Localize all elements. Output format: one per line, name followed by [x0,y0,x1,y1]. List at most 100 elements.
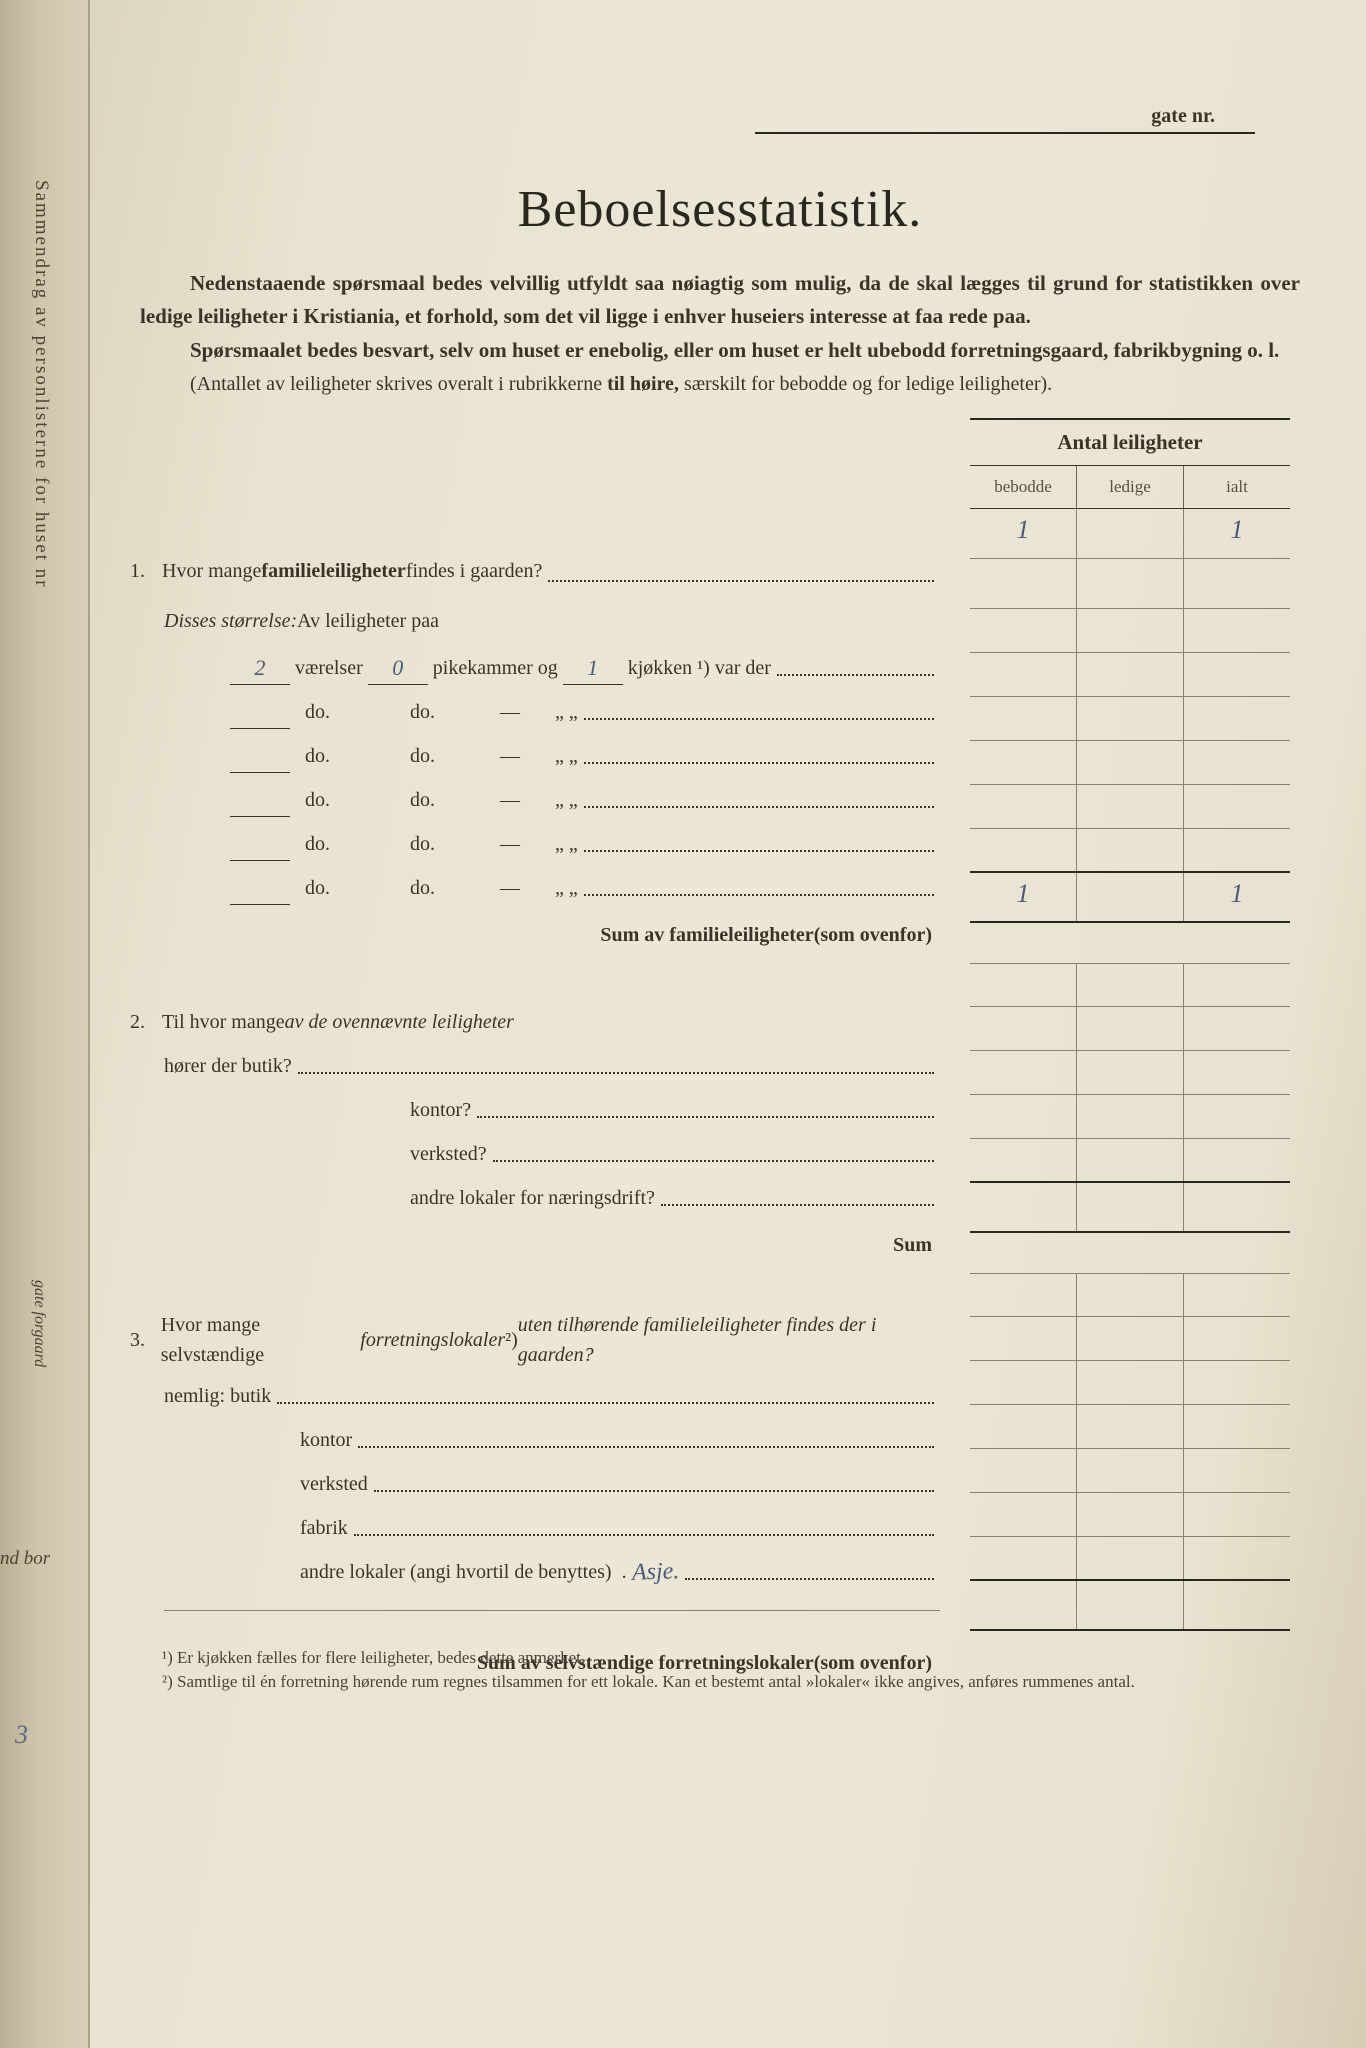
table-row [970,1537,1290,1581]
dot-leader [584,762,934,764]
dot-leader [685,1578,934,1580]
q2-text-a: Til hvor mange [162,1007,285,1037]
dash: — [500,697,520,727]
cell [970,1274,1076,1316]
table-row [970,1449,1290,1493]
blank [230,827,290,861]
q3-r3: verksted [130,1462,940,1506]
cell [970,1581,1076,1629]
blank [230,695,290,729]
dot-leader [584,806,934,808]
cell [970,1183,1076,1231]
dot-leader [548,580,934,582]
cell [1076,873,1183,921]
do: do. [410,741,435,771]
side-cut-text: nd bor [0,1548,50,1570]
q1-sum-paren: (som ovenfor) [814,920,932,950]
side-handwritten-number: 3 [15,1720,28,1750]
q3-line: 3. Hvor mange selvstændige forretningslo… [130,1310,940,1374]
cell [1076,1095,1183,1138]
dot-leader [661,1204,934,1206]
q1-do-line: do. do. — „ „ [130,822,940,866]
table-row [970,1405,1290,1449]
blank [230,739,290,773]
cell [1183,697,1290,740]
ditto: „ „ [555,829,578,859]
document-content: gate nr. Beboelsesstatistik. Nedenstaaen… [130,105,1310,418]
footnote-2: ²) Samtlige til én forretning hørende ru… [162,1670,1242,1695]
cell [1076,964,1183,1006]
q1-text-c: findes i gaarden? [406,556,543,586]
cell [1076,1537,1183,1579]
cell [970,1537,1076,1579]
dash: — [500,829,520,859]
cell [1183,785,1290,828]
q1-do-line: do. do. — „ „ [130,778,940,822]
cell [1183,1581,1290,1629]
table-row [970,963,1290,1007]
dot-leader [777,674,934,676]
blank [230,783,290,817]
do: do. [410,873,435,903]
dot-leader [374,1490,934,1492]
do: do. [305,741,330,771]
table-data: 11 11 [970,509,1290,1631]
q2-r3-label: verksted? [410,1139,487,1169]
q1-text-a: Hvor mange [162,556,261,586]
cell [970,964,1076,1006]
col-ledige: ledige [1076,466,1183,508]
cell [1076,1493,1183,1536]
cell [1076,1007,1183,1050]
pikekammer-label: pikekammer og [433,653,558,683]
q2-sum-label: Sum [893,1230,932,1260]
table-row [970,1051,1290,1095]
cell [1183,741,1290,784]
cell [970,1361,1076,1404]
q1-do-line: do. do. — „ „ [130,734,940,778]
do: do. [305,873,330,903]
dot-leader [358,1446,934,1448]
do: do. [305,697,330,727]
intro-p2: Spørsmaalet bedes besvart, selv om huset… [190,338,1279,362]
handwritten-entry: Asje. [631,1553,680,1591]
q3-r2: kontor [130,1418,940,1462]
footnotes: ¹) Er kjøkken fælles for flere leilighet… [162,1646,1242,1695]
q3-r5: andre lokaler (angi hvortil de benyttes)… [130,1550,940,1594]
table-row-sum: 11 [970,873,1290,923]
cell [970,1405,1076,1448]
cell [970,653,1076,696]
cell [1183,1051,1290,1094]
cell [1076,1449,1183,1492]
table-header-main: Antal leiligheter [970,420,1290,466]
cell [970,609,1076,652]
table-row [970,741,1290,785]
q3-r1-label: nemlig: butik [164,1381,271,1411]
cell [1076,1581,1183,1629]
table-row [970,829,1290,873]
dot-leader [354,1534,934,1536]
cell [1076,1051,1183,1094]
q2-r2: kontor? [130,1088,940,1132]
table-row [970,1361,1290,1405]
cell [1183,1183,1290,1231]
dot-leader [584,850,934,852]
q3-num: 3. [130,1325,161,1355]
q3-text-b: forretningslokaler [360,1325,505,1355]
cell [1076,1361,1183,1404]
table-row [970,1095,1290,1139]
table-row [970,609,1290,653]
q3-blank-line [130,1594,940,1638]
cell [1183,829,1290,871]
q1-text-b: familieleiligheter [261,556,405,586]
q2-sum: Sum [130,1220,940,1270]
cell: 1 [1183,873,1290,921]
cell [970,1095,1076,1138]
q3-text-c: ²) [505,1325,518,1355]
table-header-cols: bebodde ledige ialt [970,466,1290,509]
dot-leader [493,1160,934,1162]
questions: 1. Hvor mange familieleiligheter findes … [130,546,940,1688]
dot-leader [584,718,934,720]
dash: — [500,785,520,815]
do: do. [410,785,435,815]
do: do. [305,829,330,859]
